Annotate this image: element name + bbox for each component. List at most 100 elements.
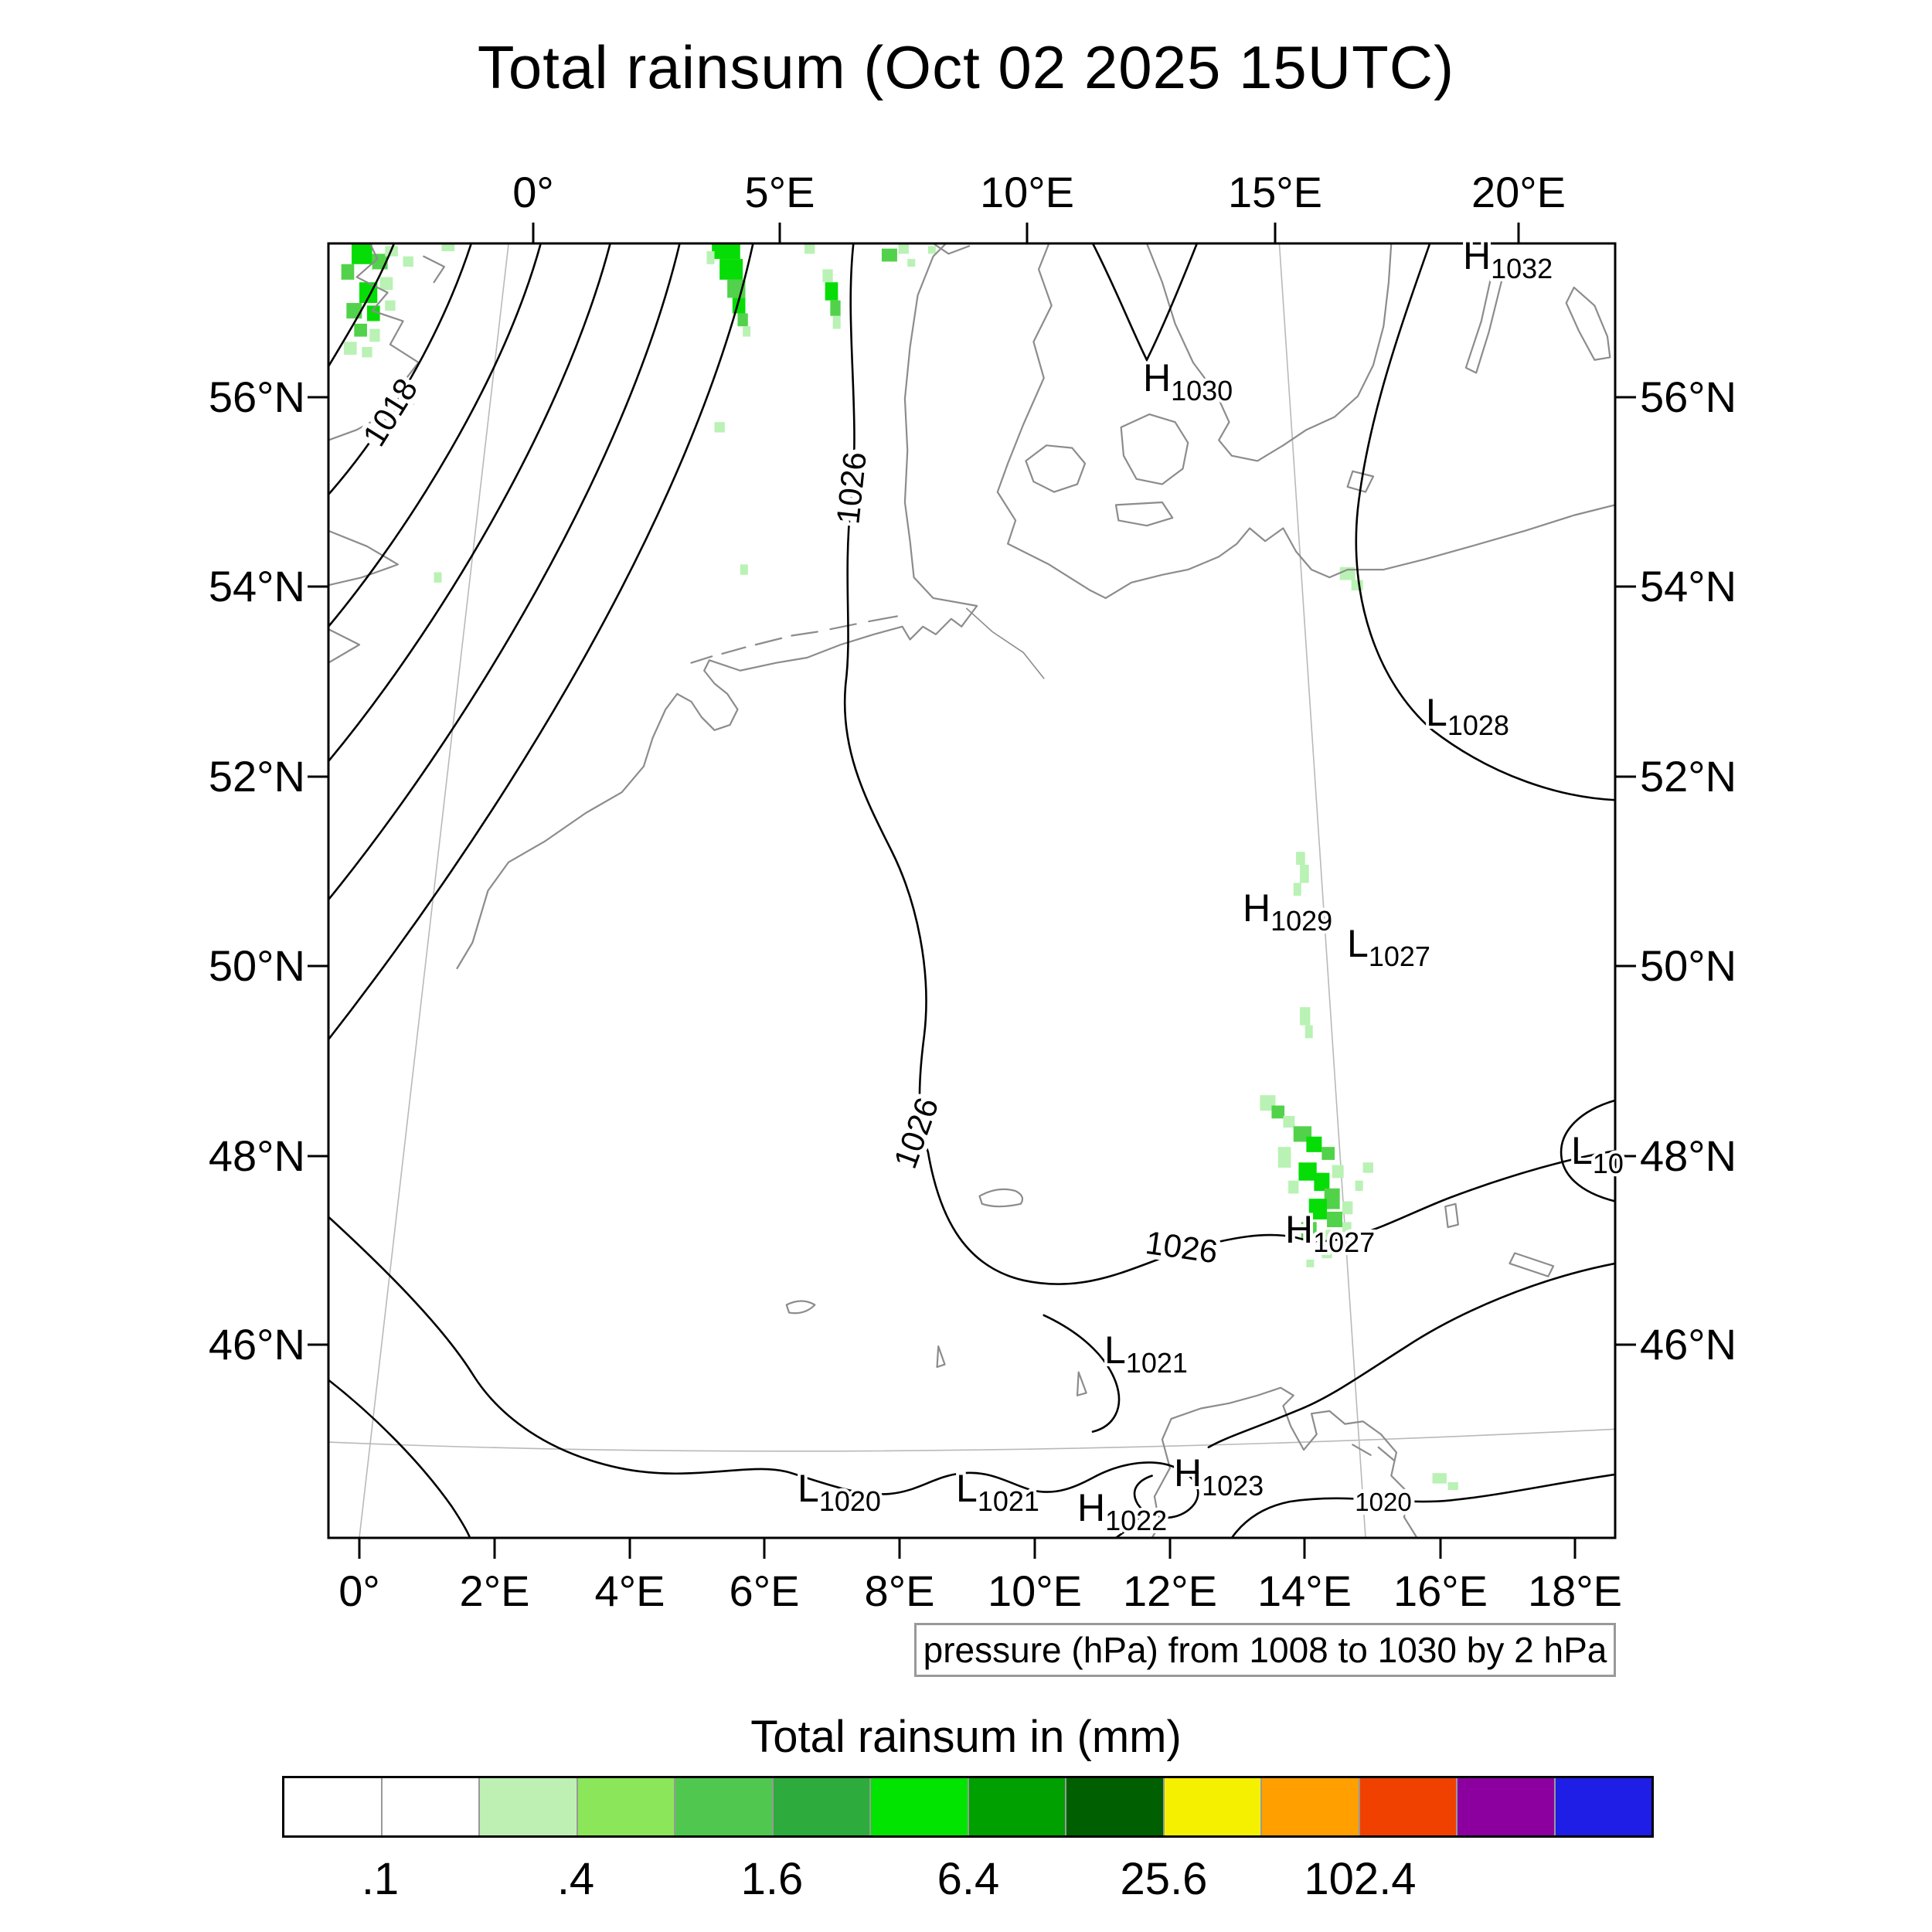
- tick-label: 18°E: [1528, 1566, 1622, 1615]
- lake-balaton: [1509, 1253, 1553, 1277]
- tick-label: 48°N: [209, 1131, 305, 1180]
- tick-label: 15°E: [1228, 168, 1322, 216]
- coast-adriatic-north: [1172, 1388, 1381, 1450]
- lake-neusiedl: [1445, 1204, 1458, 1227]
- tick-label: 56°N: [209, 372, 305, 421]
- coast-england-south: [328, 629, 359, 663]
- isobar-1028-east: [1356, 243, 1615, 800]
- island-zealand: [1121, 414, 1189, 484]
- tick-label: 46°N: [1640, 1320, 1736, 1369]
- tick-label: 16°E: [1393, 1566, 1488, 1615]
- tick-label: 2°E: [460, 1566, 530, 1615]
- pressure-contours: [328, 243, 1615, 1538]
- colorbar-swatch: [577, 1778, 675, 1835]
- map-frame: [327, 242, 1617, 1539]
- pressure-center-L1021b: L1021: [956, 1467, 1039, 1517]
- colorbar-swatch: [1458, 1778, 1556, 1835]
- lake-maggiore: [937, 1346, 945, 1367]
- tick-label: 12°E: [1123, 1566, 1217, 1615]
- coast-baltic-south: [1106, 505, 1615, 598]
- river-elbe: [967, 608, 1044, 678]
- pressure-center-L1021: L1021: [1104, 1328, 1188, 1379]
- island-lolland: [1116, 502, 1172, 526]
- pressure-center-H-clipped: H1022: [1077, 1486, 1167, 1536]
- tick-label: 10°E: [988, 1566, 1082, 1615]
- tick-label: 10°E: [980, 168, 1074, 216]
- tick-label: 50°N: [209, 941, 305, 990]
- coast-england: [328, 237, 419, 440]
- island-oland: [1466, 274, 1502, 372]
- coast-croatia: [1381, 1434, 1417, 1538]
- colorbar-swatch: [382, 1778, 480, 1835]
- tick-label: 52°N: [209, 752, 305, 801]
- adriatic-islands: [1352, 1444, 1393, 1460]
- contour-labels: 1018 1026 1026 1026 1020: [351, 367, 1416, 1520]
- island-gotland: [1566, 287, 1611, 360]
- axis-labels-left: 56°N 54°N 52°N 50°N 48°N 46°N: [209, 372, 305, 1369]
- coast-thames: [328, 531, 398, 585]
- coast-german-bight: [709, 243, 977, 671]
- colorbar-swatches: [282, 1776, 1654, 1838]
- graticule: [328, 243, 1615, 1538]
- contour-label-1026: 1026: [829, 451, 873, 526]
- page-title: Total rainsum (Oct 02 2025 15UTC): [477, 33, 1455, 101]
- colorbar-swatch: [968, 1778, 1066, 1835]
- colorbar-tick-label: 1.6: [740, 1854, 804, 1904]
- colorbar-tick-label: .1: [361, 1854, 400, 1904]
- colorbar-swatch: [1359, 1778, 1458, 1835]
- tick-label: 56°N: [1640, 372, 1736, 421]
- tick-label: 20°E: [1471, 168, 1566, 216]
- pressure-center-H1023: H1023: [1174, 1451, 1264, 1502]
- colorbar-tick-label: 102.4: [1304, 1854, 1417, 1904]
- colorbar-title: Total rainsum in (mm): [750, 1712, 1182, 1762]
- colorbar-swatch: [1262, 1778, 1360, 1835]
- pressure-center-L1027: L1027: [1347, 922, 1430, 972]
- isobar-1018: [328, 243, 541, 627]
- pressure-center-L1020: L1020: [798, 1467, 881, 1517]
- pressure-center-H1029: H1029: [1243, 886, 1332, 937]
- colorbar-tick-label: 25.6: [1120, 1854, 1208, 1904]
- tick-label: 0°: [338, 1566, 380, 1615]
- pressure-center-H1027: H1027: [1285, 1208, 1375, 1258]
- pressure-center-H1030: H1030: [1143, 356, 1233, 406]
- lake-constance: [979, 1189, 1022, 1206]
- tick-label: 48°N: [1640, 1131, 1736, 1180]
- tick-label: 46°N: [209, 1320, 305, 1369]
- contour-label-1026: 1026: [886, 1093, 945, 1173]
- colorbar-swatch: [480, 1778, 578, 1835]
- contour-label-1026: 1026: [1143, 1224, 1219, 1270]
- island-fyn: [1026, 445, 1085, 492]
- contour-label-1018: 1018: [355, 372, 424, 452]
- coast-ijsselmeer: [677, 660, 737, 730]
- tick-label: 50°N: [1640, 941, 1736, 990]
- isobar-1030-denmark: [1093, 243, 1197, 360]
- tick-label: 14°E: [1257, 1566, 1352, 1615]
- tick-label: 8°E: [865, 1566, 935, 1615]
- axis-labels-bottom: 0° 2°E 4°E 6°E 8°E 10°E 12°E 14°E 16°E 1…: [338, 1566, 1622, 1615]
- pressure-caption-box: pressure (hPa) from 1008 to 1030 by 2 hP…: [914, 1623, 1616, 1677]
- coast-wadden-islands: [692, 616, 897, 662]
- colorbar-swatch: [675, 1778, 774, 1835]
- tick-label: 54°N: [209, 562, 305, 611]
- coast-po: [1152, 1419, 1172, 1538]
- island-bornholm: [1348, 471, 1373, 492]
- colorbar-swatch: [871, 1778, 969, 1835]
- pressure-center-H1032: H1032: [1463, 234, 1553, 284]
- colorbar-tick-label: .4: [556, 1854, 595, 1904]
- colorbar-tick-label: 6.4: [937, 1854, 1000, 1904]
- tick-label: 4°E: [595, 1566, 665, 1615]
- tick-label: 54°N: [1640, 562, 1736, 611]
- coast-jutland-east: [998, 243, 1106, 598]
- isobar-1026-main: [845, 243, 1615, 1284]
- coast-sweden: [1147, 243, 1391, 461]
- colorbar-swatch: [1164, 1778, 1262, 1835]
- colorbar-swatch: [284, 1778, 383, 1835]
- axis-ticks: [308, 223, 1636, 1559]
- colorbar-swatch: [773, 1778, 871, 1835]
- tick-label: 0°: [512, 168, 554, 216]
- tick-label: 6°E: [730, 1566, 800, 1615]
- pressure-center-L1028: L1028: [1426, 691, 1509, 741]
- pressure-center-L-clipped: L10: [1571, 1129, 1624, 1179]
- tick-label: 5°E: [745, 168, 815, 216]
